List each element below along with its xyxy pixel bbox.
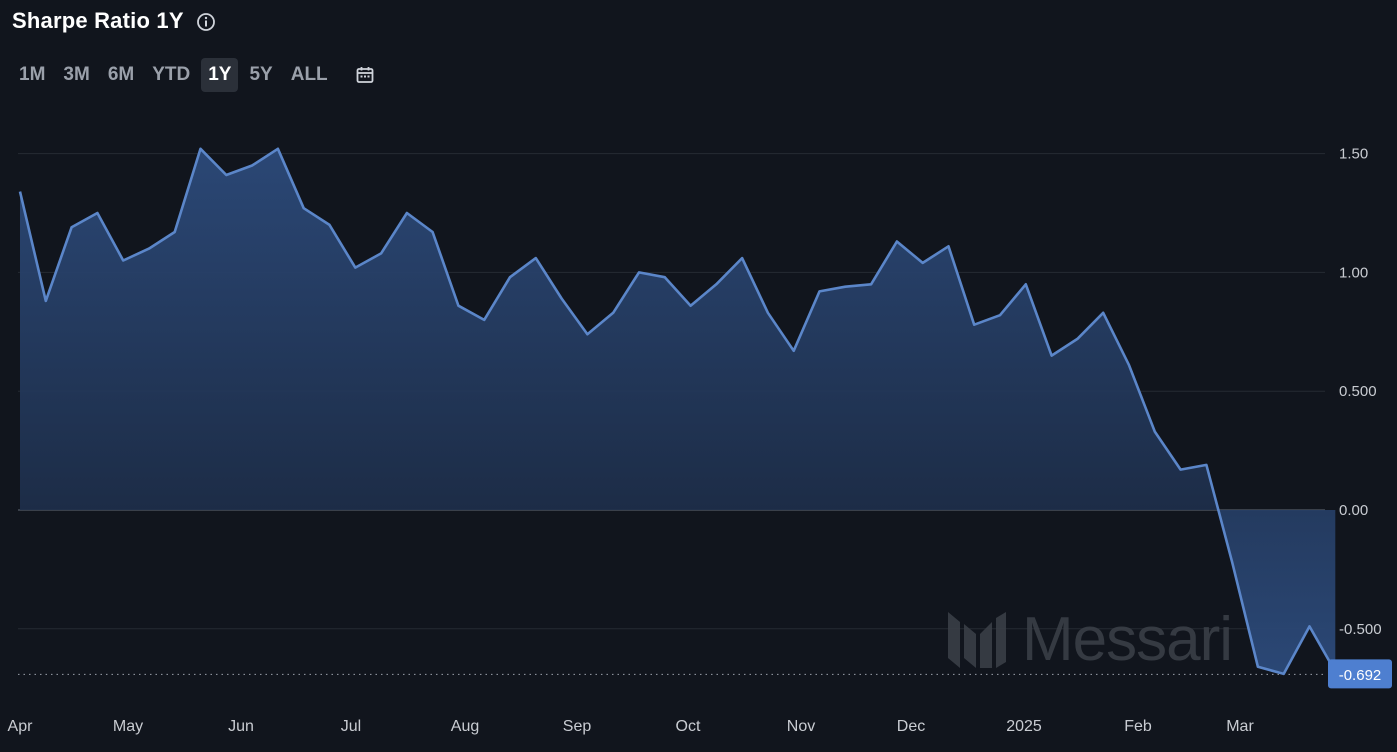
data-point — [146, 246, 152, 252]
tab-3m[interactable]: 3M — [56, 58, 96, 92]
data-point — [1074, 336, 1080, 342]
chart-header: Sharpe Ratio 1Y — [12, 8, 216, 34]
data-point — [533, 255, 539, 261]
data-point — [1126, 362, 1132, 368]
data-point — [507, 274, 513, 280]
x-tick-label: Dec — [897, 718, 925, 735]
data-point — [662, 274, 668, 280]
current-value-badge: -0.692 — [1328, 659, 1392, 689]
x-tick-label: Mar — [1226, 718, 1254, 735]
data-point — [765, 310, 771, 316]
data-point — [455, 303, 461, 309]
data-point — [430, 229, 436, 235]
area-fill-positive — [20, 148, 1336, 510]
data-point — [1100, 310, 1106, 316]
data-point — [842, 284, 848, 290]
data-point — [688, 303, 694, 309]
data-point — [404, 210, 410, 216]
calendar-icon[interactable] — [355, 65, 375, 85]
data-point — [817, 288, 823, 294]
current-value-badge-bg — [1328, 659, 1392, 689]
y-tick-label: 1.00 — [1339, 264, 1368, 281]
time-range-tabs: 1M 3M 6M YTD 1Y 5Y ALL — [12, 58, 375, 92]
data-point — [636, 269, 642, 275]
y-axis: 1.50 1.00 0.500 0.00 -0.500 — [1339, 146, 1382, 638]
x-tick-label: Feb — [1124, 718, 1152, 735]
x-tick-label: Apr — [8, 718, 34, 735]
data-point — [198, 146, 204, 152]
info-icon[interactable] — [196, 12, 216, 32]
tab-ytd[interactable]: YTD — [145, 58, 197, 92]
data-point — [997, 312, 1003, 318]
data-point — [584, 331, 590, 337]
data-point — [1229, 559, 1235, 565]
data-point — [920, 260, 926, 266]
data-point — [120, 258, 126, 264]
watermark-text: Messari — [1022, 605, 1233, 674]
data-point — [172, 229, 178, 235]
x-tick-label: Sep — [563, 718, 592, 735]
data-point — [1255, 664, 1261, 670]
x-axis: Apr May Jun Jul Aug Sep Oct Nov Dec 2025 Feb Mar — [8, 718, 1255, 735]
data-point — [1023, 281, 1029, 287]
data-point — [559, 296, 565, 302]
messari-logo-icon — [948, 611, 1006, 668]
data-point — [1203, 462, 1209, 468]
data-point — [713, 281, 719, 287]
x-tick-label: Oct — [676, 718, 701, 735]
x-tick-label: 2025 — [1006, 718, 1042, 735]
y-tick-label: 0.00 — [1339, 502, 1368, 519]
data-point — [378, 250, 384, 256]
x-tick-label: Jun — [228, 718, 254, 735]
data-point — [326, 222, 332, 228]
tab-6m[interactable]: 6M — [101, 58, 141, 92]
data-point — [791, 348, 797, 354]
tab-5y[interactable]: 5Y — [242, 58, 279, 92]
data-point — [894, 239, 900, 245]
data-point — [275, 146, 281, 152]
chart-title: Sharpe Ratio 1Y — [12, 8, 184, 33]
data-point — [1178, 467, 1184, 473]
data-point — [945, 243, 951, 249]
data-point — [1281, 671, 1287, 677]
data-point — [739, 255, 745, 261]
x-tick-label: Aug — [451, 718, 479, 735]
x-tick-label: Nov — [787, 718, 815, 735]
data-point — [249, 162, 255, 168]
data-point — [1049, 353, 1055, 359]
messari-watermark: Messari — [946, 604, 1233, 675]
y-tick-label: -0.500 — [1339, 621, 1382, 638]
tab-1m[interactable]: 1M — [12, 58, 52, 92]
data-point — [223, 172, 229, 178]
current-value-label: -0.692 — [1339, 667, 1382, 684]
data-point — [69, 224, 75, 230]
data-point — [301, 205, 307, 211]
series-line — [18, 147, 1337, 676]
tab-1y[interactable]: 1Y — [201, 58, 239, 92]
data-point — [971, 322, 977, 328]
data-point — [352, 265, 358, 271]
y-tick-label: 1.50 — [1339, 146, 1368, 163]
data-point — [1152, 429, 1158, 435]
x-tick-label: Jul — [341, 718, 361, 735]
y-tick-label: 0.500 — [1339, 383, 1377, 400]
x-tick-label: May — [113, 718, 143, 735]
data-point — [868, 281, 874, 287]
tab-all[interactable]: ALL — [284, 58, 335, 92]
data-point — [94, 210, 100, 216]
data-point — [610, 310, 616, 316]
data-point — [43, 298, 49, 304]
data-point — [481, 317, 487, 323]
data-point — [1307, 623, 1313, 629]
data-point — [17, 189, 23, 195]
